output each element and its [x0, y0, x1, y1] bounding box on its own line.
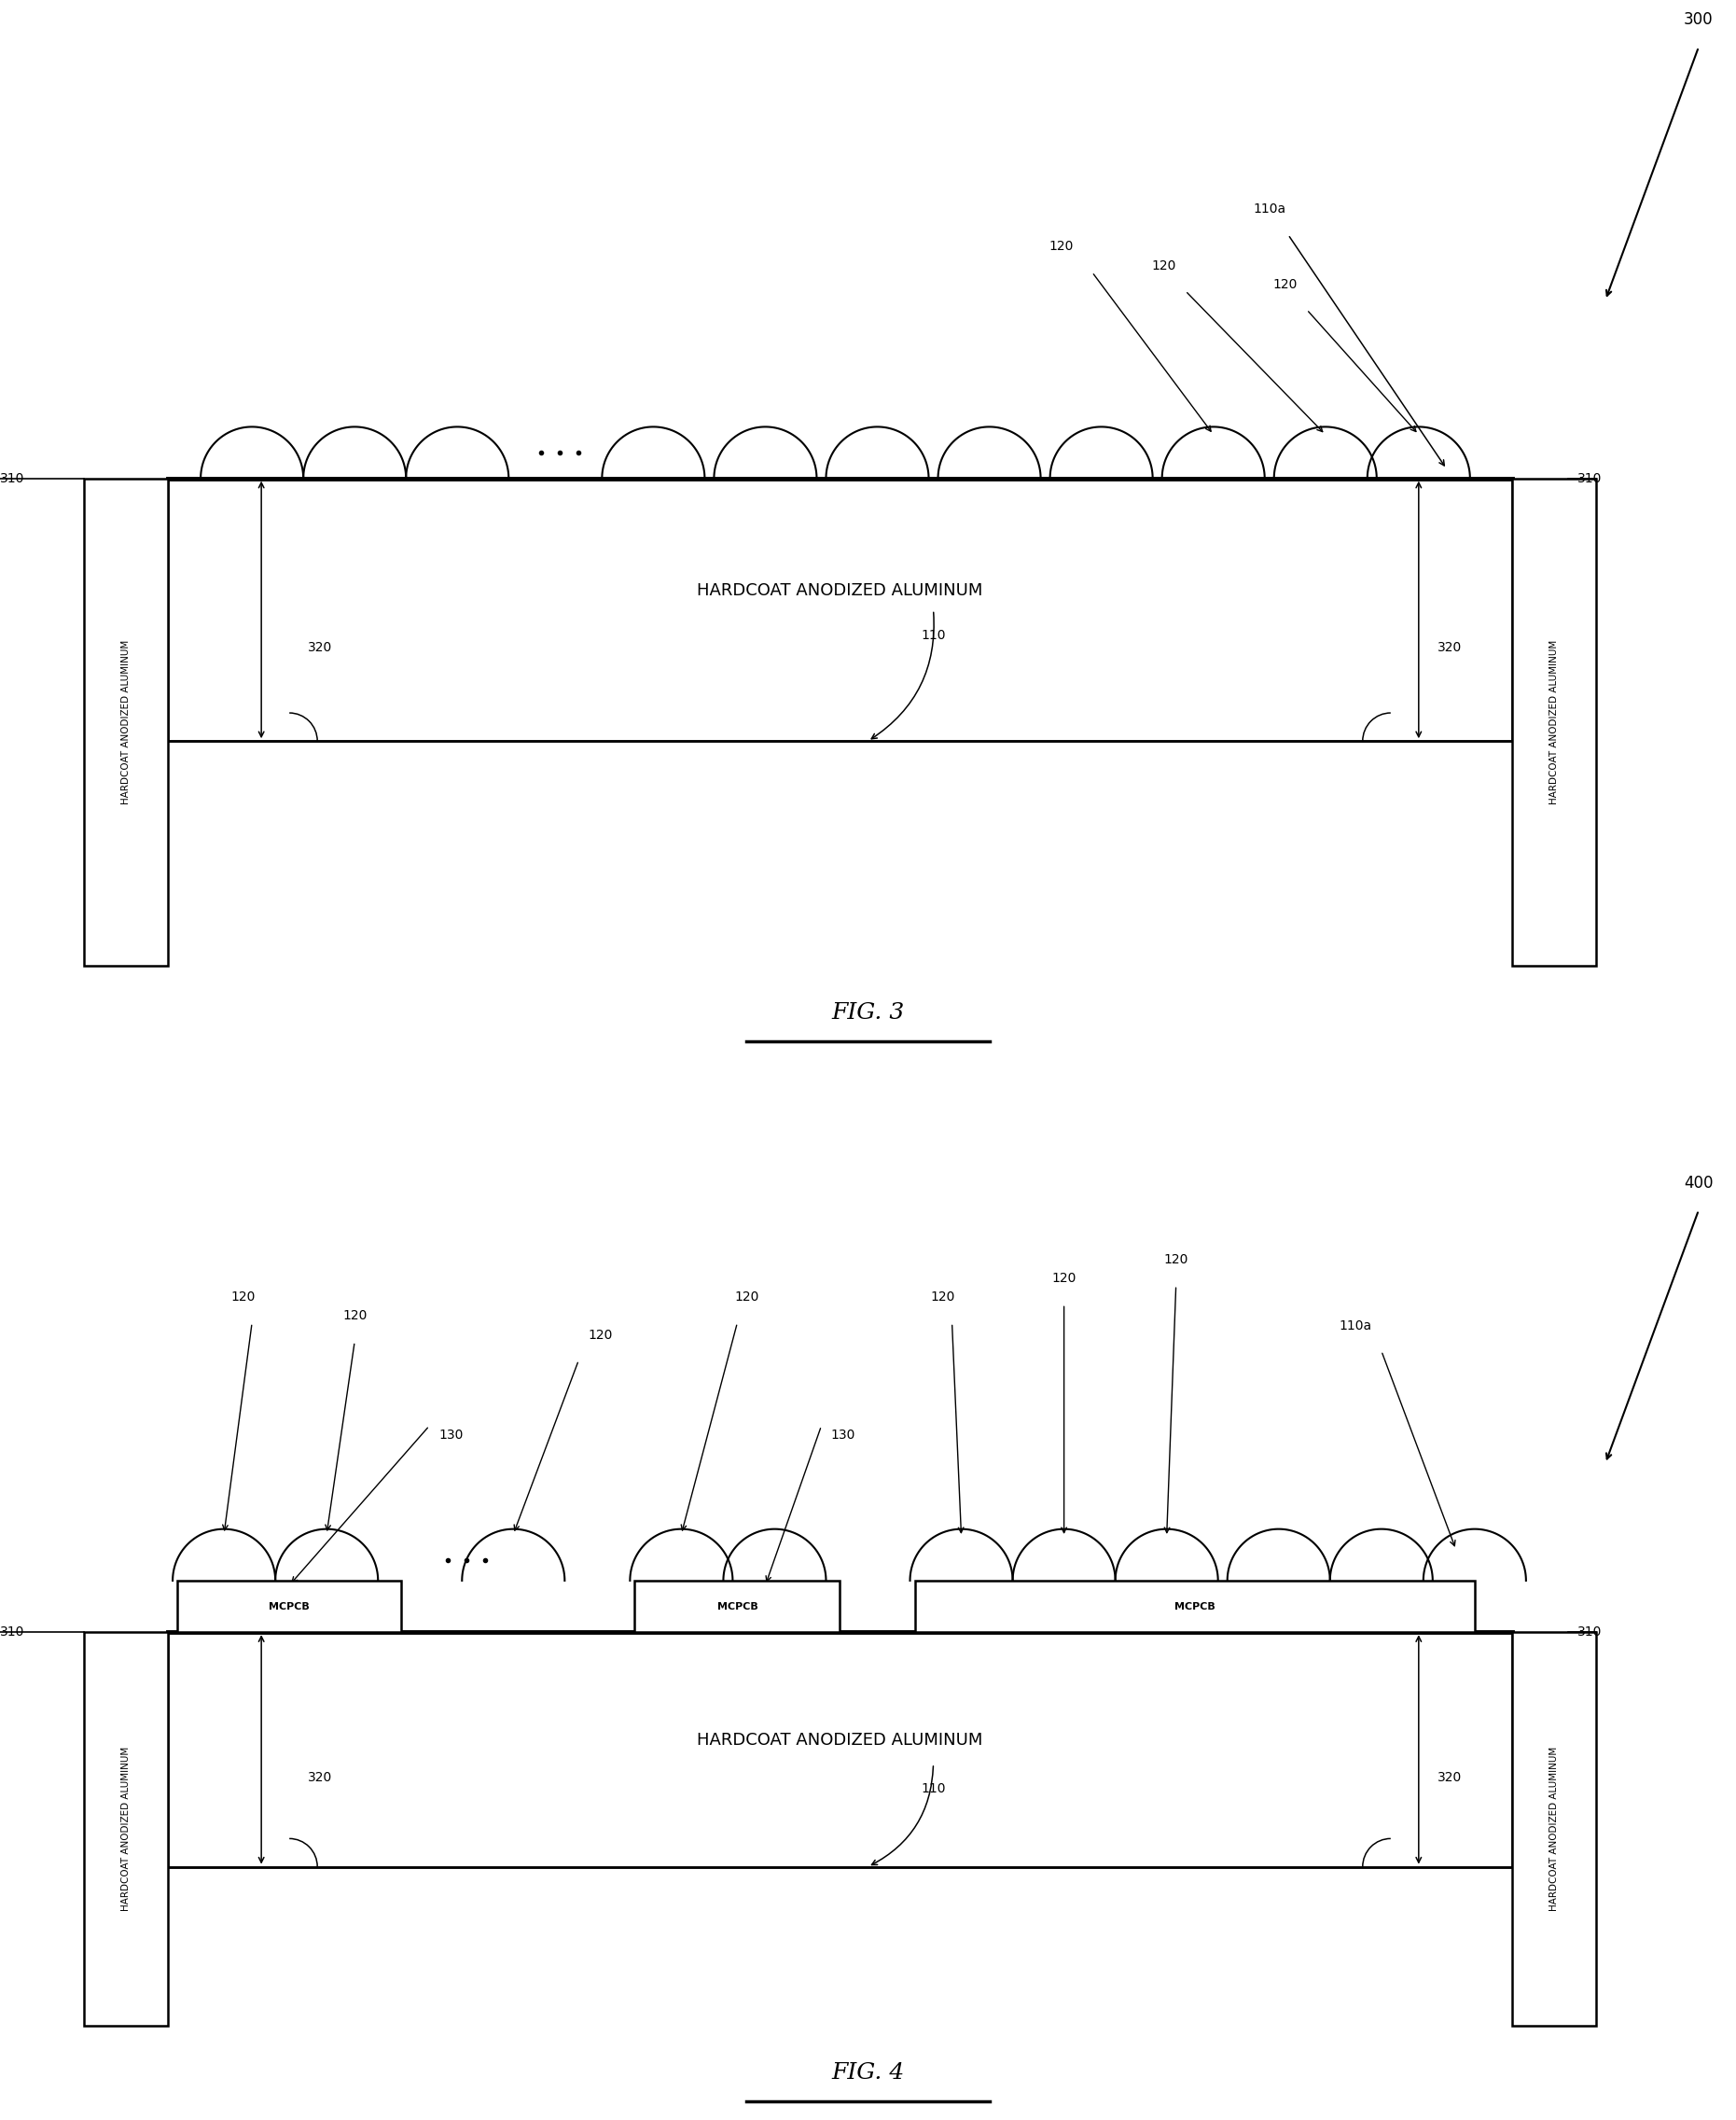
Text: HARDCOAT ANODIZED ALUMINUM: HARDCOAT ANODIZED ALUMINUM — [1549, 640, 1559, 803]
Text: 120: 120 — [1151, 259, 1175, 271]
Text: 120: 120 — [930, 1291, 955, 1304]
Text: 120: 120 — [734, 1291, 759, 1304]
Text: 400: 400 — [1684, 1174, 1713, 1191]
Text: MCPCB: MCPCB — [717, 1603, 757, 1611]
Text: MCPCB: MCPCB — [1174, 1603, 1215, 1611]
Text: 120: 120 — [1163, 1253, 1189, 1266]
Text: 130: 130 — [830, 1429, 856, 1442]
Text: 310: 310 — [0, 473, 24, 485]
Text: 310: 310 — [1578, 1626, 1602, 1639]
Text: 130: 130 — [439, 1429, 464, 1442]
Bar — [1512, 1632, 1595, 2027]
Text: 110a: 110a — [1253, 204, 1286, 216]
Text: HARDCOAT ANODIZED ALUMINUM: HARDCOAT ANODIZED ALUMINUM — [122, 640, 130, 803]
Text: 320: 320 — [307, 640, 333, 653]
Bar — [1512, 479, 1595, 967]
Bar — [168, 1632, 1512, 1868]
Text: 120: 120 — [589, 1329, 613, 1342]
Text: HARDCOAT ANODIZED ALUMINUM: HARDCOAT ANODIZED ALUMINUM — [698, 583, 983, 600]
Text: HARDCOAT ANODIZED ALUMINUM: HARDCOAT ANODIZED ALUMINUM — [122, 1747, 130, 1912]
Text: HARDCOAT ANODIZED ALUMINUM: HARDCOAT ANODIZED ALUMINUM — [1549, 1747, 1559, 1912]
Bar — [83, 1632, 168, 2027]
Text: FIG. 3: FIG. 3 — [832, 1003, 904, 1024]
Text: 300: 300 — [1684, 11, 1713, 28]
Text: 110: 110 — [922, 628, 946, 642]
Bar — [168, 479, 1512, 742]
Bar — [177, 1582, 401, 1632]
Text: 320: 320 — [1437, 640, 1462, 653]
Text: 110a: 110a — [1338, 1319, 1371, 1331]
Text: 320: 320 — [1437, 1770, 1462, 1785]
Text: MCPCB: MCPCB — [269, 1603, 309, 1611]
Text: 320: 320 — [307, 1770, 333, 1785]
Text: 310: 310 — [0, 1626, 24, 1639]
Text: 120: 120 — [1052, 1272, 1076, 1285]
Bar — [635, 1582, 840, 1632]
Text: HARDCOAT ANODIZED ALUMINUM: HARDCOAT ANODIZED ALUMINUM — [698, 1732, 983, 1749]
Text: 120: 120 — [342, 1310, 366, 1323]
Text: 310: 310 — [1578, 473, 1602, 485]
Text: FIG. 4: FIG. 4 — [832, 2063, 904, 2084]
Bar — [915, 1582, 1474, 1632]
Text: 120: 120 — [1272, 278, 1297, 290]
Text: 120: 120 — [231, 1291, 255, 1304]
Bar — [83, 479, 168, 967]
Text: 120: 120 — [1049, 240, 1073, 252]
Text: 110: 110 — [922, 1783, 946, 1796]
